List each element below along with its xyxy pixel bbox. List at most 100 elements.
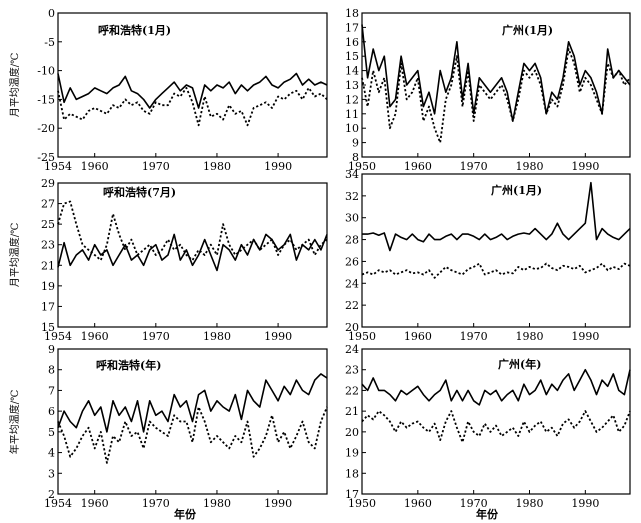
y-tick-label: 9 bbox=[352, 137, 359, 150]
chart-title: 呼和浩特(1月) bbox=[98, 23, 171, 37]
y-tick-label: 25 bbox=[41, 218, 55, 231]
y-tick-label: 12 bbox=[345, 93, 359, 106]
y-tick-label: 15 bbox=[345, 50, 359, 63]
y-tick-label: 4 bbox=[48, 447, 55, 460]
series-line-dashed bbox=[57, 87, 328, 127]
x-tick-label: 1980 bbox=[516, 330, 544, 343]
y-tick-label: 11 bbox=[345, 108, 359, 121]
x-tick-label: 1990 bbox=[264, 497, 292, 510]
y-tick-label: 23 bbox=[41, 239, 55, 252]
y-tick-label: 29 bbox=[41, 177, 55, 190]
x-tick-label: 1960 bbox=[81, 497, 109, 510]
series-line-solid bbox=[362, 181, 631, 252]
y-tick-label: 8 bbox=[352, 151, 359, 164]
plot-frame bbox=[361, 348, 631, 495]
y-tick-label: 27 bbox=[41, 198, 55, 211]
series-line-solid bbox=[361, 368, 631, 406]
x-tick-label: 1970 bbox=[460, 497, 488, 510]
y-axis-label: 年平均温度/℃ bbox=[8, 390, 21, 455]
x-tick-label: 1960 bbox=[81, 330, 109, 343]
x-tick-label: 1990 bbox=[264, 330, 292, 343]
y-tick-label: 0 bbox=[48, 7, 55, 20]
plot-frame bbox=[57, 182, 328, 328]
y-tick-label: -20 bbox=[37, 122, 55, 135]
y-tick-label: 17 bbox=[345, 488, 359, 501]
y-tick-label: 34 bbox=[345, 168, 359, 181]
chart-title: 广州(年) bbox=[498, 357, 541, 371]
y-tick-label: -5 bbox=[44, 36, 55, 49]
y-tick-label: 32 bbox=[345, 190, 359, 203]
x-tick-label: 1950 bbox=[348, 160, 376, 173]
series-line-dashed bbox=[57, 406, 328, 464]
y-tick-label: 23 bbox=[345, 364, 359, 377]
y-tick-label: 19 bbox=[41, 280, 55, 293]
series-line-solid bbox=[361, 24, 631, 122]
series-line-solid bbox=[57, 233, 328, 272]
x-tick-label: 1980 bbox=[516, 160, 544, 173]
x-tick-label: 1960 bbox=[404, 497, 432, 510]
series-line-dashed bbox=[361, 48, 631, 144]
series-line-dashed bbox=[57, 200, 328, 262]
y-tick-label: 16 bbox=[345, 36, 359, 49]
x-tick-label: 1970 bbox=[142, 160, 170, 173]
y-tick-label: 6 bbox=[48, 405, 55, 418]
y-tick-label: -10 bbox=[37, 65, 55, 78]
series-line-dashed bbox=[361, 410, 631, 444]
x-tick-label: 1970 bbox=[142, 330, 170, 343]
x-tick-label: 1990 bbox=[571, 330, 599, 343]
y-tick-label: -15 bbox=[37, 93, 55, 106]
chart-title: 呼和浩特(年) bbox=[96, 358, 161, 372]
y-tick-label: 14 bbox=[345, 65, 359, 78]
y-tick-label: 22 bbox=[345, 299, 359, 312]
y-tick-label: 20 bbox=[345, 426, 359, 439]
x-tick-label: 1970 bbox=[460, 330, 488, 343]
x-tick-label: 1954 bbox=[44, 330, 72, 343]
x-tick-label: 1980 bbox=[203, 160, 231, 173]
x-tick-label: 1954 bbox=[44, 497, 72, 510]
y-axis-label: 月平均温度/℃ bbox=[8, 53, 21, 118]
y-tick-label: 9 bbox=[48, 343, 55, 356]
chart-title: 广州(1月) bbox=[491, 183, 542, 197]
series-line-solid bbox=[57, 373, 328, 433]
x-tick-label: 1990 bbox=[264, 160, 292, 173]
x-axis-label: 年份 bbox=[174, 507, 197, 521]
y-tick-label: 17 bbox=[345, 21, 359, 34]
x-tick-label: 1970 bbox=[460, 160, 488, 173]
y-tick-label: 26 bbox=[345, 255, 359, 268]
x-tick-label: 1960 bbox=[404, 330, 432, 343]
y-tick-label: 17 bbox=[41, 300, 55, 313]
x-tick-label: 1960 bbox=[81, 160, 109, 173]
y-tick-label: 2 bbox=[48, 488, 55, 501]
x-tick-label: 1960 bbox=[404, 160, 432, 173]
y-tick-label: 18 bbox=[345, 467, 359, 480]
y-tick-label: 28 bbox=[345, 234, 359, 247]
series-line-dashed bbox=[361, 262, 631, 279]
y-tick-label: 18 bbox=[345, 7, 359, 20]
y-axis-label: 月平均温度/℃ bbox=[8, 223, 21, 288]
x-tick-label: 1980 bbox=[203, 330, 231, 343]
x-axis-label: 年份 bbox=[476, 507, 499, 521]
x-tick-label: 1990 bbox=[571, 160, 599, 173]
y-tick-label: 10 bbox=[345, 122, 359, 135]
y-tick-label: 8 bbox=[48, 364, 55, 377]
chart-title: 广州(1月) bbox=[502, 23, 553, 37]
chart-title: 呼和浩特(7月) bbox=[103, 185, 176, 199]
y-tick-label: 20 bbox=[345, 321, 359, 334]
x-tick-label: 1990 bbox=[571, 497, 599, 510]
plot-frame bbox=[361, 173, 631, 328]
x-tick-label: 1970 bbox=[142, 497, 170, 510]
y-tick-label: 24 bbox=[345, 277, 359, 290]
y-tick-label: 3 bbox=[48, 467, 55, 480]
x-tick-label: 1950 bbox=[348, 330, 376, 343]
y-tick-label: 24 bbox=[345, 343, 359, 356]
y-tick-label: 19 bbox=[345, 447, 359, 460]
y-tick-label: 5 bbox=[48, 426, 55, 439]
y-tick-label: 30 bbox=[345, 212, 359, 225]
x-tick-label: 1950 bbox=[348, 497, 376, 510]
y-tick-label: 22 bbox=[345, 384, 359, 397]
